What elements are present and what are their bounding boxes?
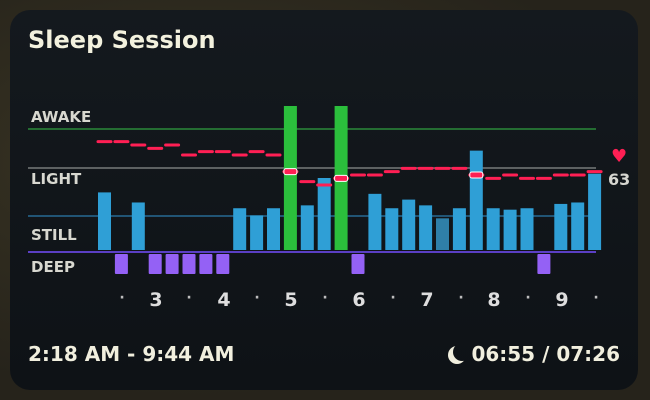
sleep-bar-still [588, 173, 602, 250]
heart-rate-marker [469, 171, 484, 179]
card-title: Sleep Session [28, 26, 216, 54]
sleep-bar-still [368, 193, 382, 250]
deep-sleep-block [199, 254, 213, 274]
sleep-bar-still [554, 203, 568, 250]
sleep-bar-awake [283, 106, 297, 250]
sleep-bar-still [385, 208, 399, 250]
sleep-bar-still [98, 192, 111, 250]
duration-value: 06:55 / 07:26 [471, 342, 620, 366]
time-range: 2:18 AM - 9:44 AM [28, 342, 235, 366]
sleep-bar-still [131, 202, 145, 250]
deep-sleep-block [537, 254, 551, 274]
sleep-bar-still [486, 208, 500, 250]
sleep-bar-still [520, 208, 534, 250]
hour-label: 6 [352, 289, 366, 311]
sleep-session-card: Sleep Session AWAKE LIGHT STILL DEEP ♥ 6… [10, 10, 638, 390]
deep-sleep-block [351, 254, 365, 274]
sleep-bar-still [267, 208, 280, 250]
sleep-bar-still [317, 178, 331, 250]
hour-label: 8 [487, 289, 501, 311]
hour-label: 3 [149, 289, 163, 311]
level-label-light: LIGHT [31, 170, 82, 188]
deep-sleep-block [165, 254, 179, 274]
level-label-deep: DEEP [31, 258, 75, 276]
level-label-awake: AWAKE [31, 108, 92, 126]
hour-label: 5 [284, 289, 298, 311]
heart-icon: ♥ [611, 146, 628, 167]
sleep-bar-still [571, 202, 585, 250]
sleep-bar-still [402, 199, 416, 250]
heart-rate-value: 63 [608, 170, 631, 189]
time-tick-dot: · [186, 290, 192, 306]
deep-sleep-block [182, 254, 196, 274]
duration-summary: 06:55 / 07:26 [447, 342, 620, 366]
sleep-bar-still [250, 215, 264, 250]
sleep-bar-still [503, 209, 517, 250]
hour-label: 7 [420, 289, 434, 311]
sleep-bar-still [300, 205, 314, 250]
sleep-chart [28, 106, 603, 274]
time-tick-dot: · [593, 290, 599, 306]
time-tick-dot: · [119, 290, 125, 306]
moon-icon [453, 343, 471, 361]
time-tick-dot: · [458, 290, 464, 306]
heart-rate-marker [334, 174, 349, 182]
time-tick-dot: · [322, 290, 328, 306]
sleep-bar-still_dim [436, 218, 449, 250]
hour-label: 4 [217, 289, 231, 311]
time-tick-dot: · [390, 290, 396, 306]
sleep-bar-still [469, 150, 483, 250]
deep-sleep-block [114, 254, 128, 274]
time-tick-dot: · [254, 290, 260, 306]
deep-sleep-block [148, 254, 162, 274]
deep-sleep-block [216, 254, 230, 274]
sleep-bar-still [419, 205, 433, 250]
heart-rate-marker [283, 168, 298, 176]
level-label-still: STILL [31, 226, 77, 244]
hour-label: 9 [555, 289, 569, 311]
sleep-bar-still [452, 208, 466, 250]
sleep-bar-still [233, 208, 247, 250]
time-tick-dot: · [525, 290, 531, 306]
